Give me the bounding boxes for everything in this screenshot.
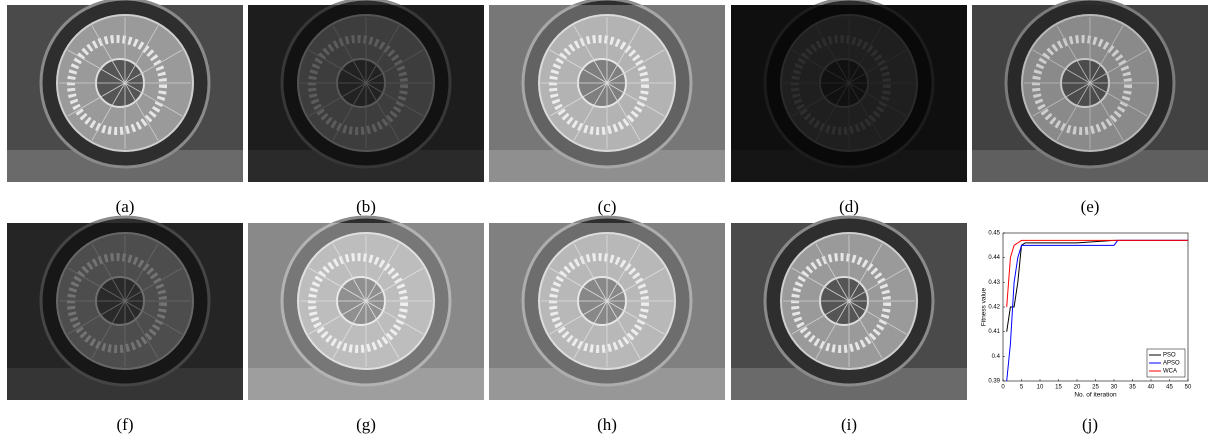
y-tick-label: 0.41 (988, 329, 1000, 335)
legend-label: WCA (1163, 369, 1177, 375)
y-tick-label: 0.44 (988, 255, 1000, 261)
photo-tone (731, 5, 967, 182)
panel-caption: (c) (598, 197, 617, 216)
panel-caption: (g) (356, 415, 376, 434)
x-tick-label: 30 (1111, 385, 1118, 391)
x-tick-label: 10 (1037, 385, 1044, 391)
x-tick-label: 35 (1129, 385, 1136, 391)
panel-caption: (f) (117, 415, 134, 434)
panel-caption: (d) (839, 197, 859, 216)
photo (731, 0, 967, 182)
panel-caption: (e) (1081, 197, 1100, 216)
photo-tone (489, 5, 725, 182)
y-tick-label: 0.43 (988, 280, 1000, 286)
figure: (a) (b) (c) (d) (e) (f) (g) (h) (i) (j) 0 5 10 15 20 25… (0, 0, 1208, 441)
legend-label: PSO (1163, 353, 1176, 359)
panel-caption: (i) (841, 415, 857, 434)
panel-caption: (a) (116, 197, 135, 216)
legend-label: APSO (1163, 361, 1180, 367)
panel-caption: (j) (1082, 415, 1098, 434)
photo (248, 217, 484, 400)
y-tick-label: 0.39 (988, 379, 1000, 385)
panel-caption: (h) (597, 415, 617, 434)
x-tick-label: 45 (1166, 385, 1173, 391)
y-tick-label: 0.42 (988, 305, 1000, 311)
x-tick-label: 0 (1001, 385, 1005, 391)
photo-tone (972, 5, 1208, 182)
photo (489, 0, 725, 182)
x-tick-label: 15 (1055, 385, 1062, 391)
photo (7, 0, 243, 182)
x-tick-label: 5 (1020, 385, 1024, 391)
photo-tone (248, 223, 484, 400)
x-tick-label: 20 (1074, 385, 1081, 391)
x-tick-label: 50 (1185, 385, 1192, 391)
x-tick-label: 40 (1148, 385, 1155, 391)
photo-tone (7, 223, 243, 400)
y-tick-label: 0.45 (988, 231, 1000, 237)
photo (731, 217, 967, 400)
page: {"captions": ["(a)", "(b)", "(c)", "(d)"… (0, 0, 1208, 441)
panel-caption: (b) (356, 197, 376, 216)
x-axis-label: No. of iteration (1074, 392, 1117, 399)
photo (7, 217, 243, 400)
photo-tone (489, 223, 725, 400)
y-tick-label: 0.4 (992, 354, 1001, 360)
photo (489, 217, 725, 400)
x-tick-label: 25 (1092, 385, 1099, 391)
y-axis-label: Fitness value (981, 287, 988, 326)
photo (248, 0, 484, 182)
photo-tone (248, 5, 484, 182)
photo (972, 0, 1208, 182)
